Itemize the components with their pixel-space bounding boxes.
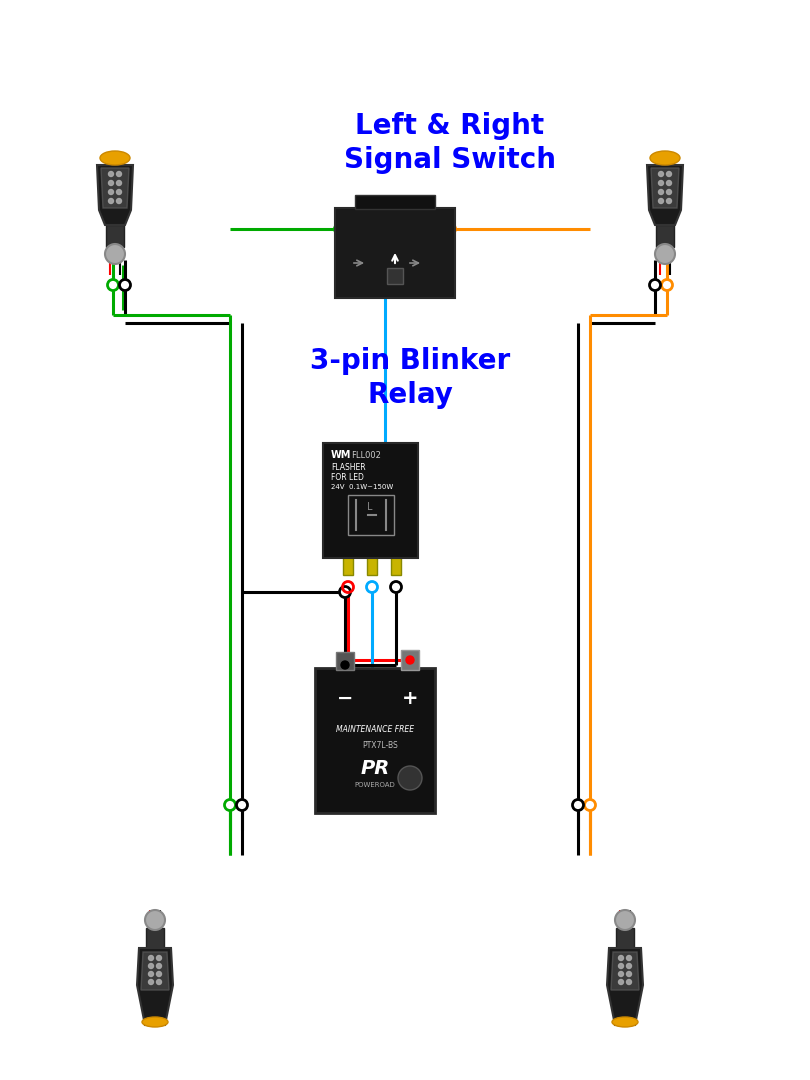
- Bar: [401, 650, 419, 670]
- Circle shape: [156, 980, 161, 985]
- Polygon shape: [101, 168, 129, 208]
- Circle shape: [109, 172, 113, 176]
- Text: PTX7L-BS: PTX7L-BS: [362, 741, 398, 750]
- Circle shape: [659, 199, 663, 203]
- Polygon shape: [651, 168, 679, 208]
- Circle shape: [585, 799, 595, 810]
- Circle shape: [615, 910, 635, 930]
- Circle shape: [335, 224, 346, 234]
- Text: PR: PR: [360, 758, 390, 778]
- Circle shape: [156, 972, 161, 976]
- Circle shape: [650, 280, 660, 291]
- Circle shape: [339, 586, 351, 597]
- Bar: [323, 443, 418, 558]
- Circle shape: [224, 799, 236, 810]
- Text: MAINTENANCE FREE: MAINTENANCE FREE: [336, 726, 414, 734]
- Polygon shape: [141, 951, 169, 990]
- Circle shape: [117, 199, 121, 203]
- Circle shape: [659, 189, 663, 194]
- Circle shape: [148, 956, 154, 960]
- Circle shape: [366, 581, 377, 593]
- Circle shape: [105, 244, 125, 264]
- Circle shape: [659, 180, 663, 186]
- Circle shape: [667, 189, 671, 194]
- Circle shape: [120, 280, 130, 291]
- Circle shape: [148, 980, 154, 985]
- Bar: [387, 268, 403, 284]
- Circle shape: [117, 172, 121, 176]
- Circle shape: [148, 972, 154, 976]
- Circle shape: [341, 661, 349, 669]
- Circle shape: [619, 980, 624, 985]
- Ellipse shape: [100, 151, 130, 165]
- Circle shape: [343, 581, 353, 593]
- Circle shape: [109, 199, 113, 203]
- Circle shape: [445, 224, 455, 234]
- Circle shape: [145, 910, 165, 930]
- Bar: [656, 225, 674, 247]
- Circle shape: [626, 956, 632, 960]
- Text: WM: WM: [331, 450, 352, 460]
- Bar: [343, 557, 353, 575]
- Circle shape: [626, 972, 632, 976]
- Circle shape: [619, 956, 624, 960]
- Circle shape: [398, 766, 422, 789]
- Circle shape: [659, 172, 663, 176]
- Text: 24V  0.1W~150W: 24V 0.1W~150W: [331, 484, 393, 490]
- Circle shape: [156, 963, 161, 969]
- Circle shape: [626, 980, 632, 985]
- Polygon shape: [607, 948, 643, 1025]
- Bar: [146, 928, 164, 948]
- Circle shape: [573, 799, 583, 810]
- Circle shape: [655, 244, 675, 264]
- Text: FLL002: FLL002: [351, 450, 381, 459]
- Text: FOR LED: FOR LED: [331, 473, 364, 482]
- Text: Left & Right
Signal Switch: Left & Right Signal Switch: [344, 111, 556, 174]
- Circle shape: [108, 280, 118, 291]
- Bar: [336, 652, 354, 670]
- Circle shape: [117, 189, 121, 194]
- Bar: [106, 225, 124, 247]
- Circle shape: [109, 189, 113, 194]
- Polygon shape: [611, 951, 639, 990]
- Circle shape: [390, 581, 402, 593]
- Circle shape: [117, 180, 121, 186]
- Bar: [335, 208, 455, 298]
- Polygon shape: [647, 165, 683, 225]
- Text: FLASHER: FLASHER: [331, 462, 365, 472]
- Text: POWEROAD: POWEROAD: [355, 782, 395, 788]
- Polygon shape: [97, 165, 133, 225]
- Circle shape: [156, 956, 161, 960]
- Bar: [355, 195, 435, 210]
- Circle shape: [626, 963, 632, 969]
- Bar: [391, 557, 401, 575]
- Circle shape: [619, 972, 624, 976]
- Circle shape: [148, 963, 154, 969]
- Bar: [348, 495, 394, 535]
- Text: 3-pin Blinker
Relay: 3-pin Blinker Relay: [310, 347, 510, 409]
- Text: −: −: [337, 689, 353, 707]
- Circle shape: [667, 199, 671, 203]
- Ellipse shape: [612, 1017, 638, 1027]
- Text: L: L: [367, 502, 373, 512]
- Polygon shape: [137, 948, 173, 1025]
- Circle shape: [406, 656, 414, 664]
- Circle shape: [667, 172, 671, 176]
- Circle shape: [662, 280, 672, 291]
- Circle shape: [237, 799, 248, 810]
- Text: +: +: [402, 689, 418, 707]
- Bar: [315, 669, 435, 813]
- Bar: [367, 557, 377, 575]
- Ellipse shape: [142, 1017, 168, 1027]
- Bar: [616, 928, 634, 948]
- Circle shape: [619, 963, 624, 969]
- Circle shape: [667, 180, 671, 186]
- Ellipse shape: [650, 151, 680, 165]
- Circle shape: [109, 180, 113, 186]
